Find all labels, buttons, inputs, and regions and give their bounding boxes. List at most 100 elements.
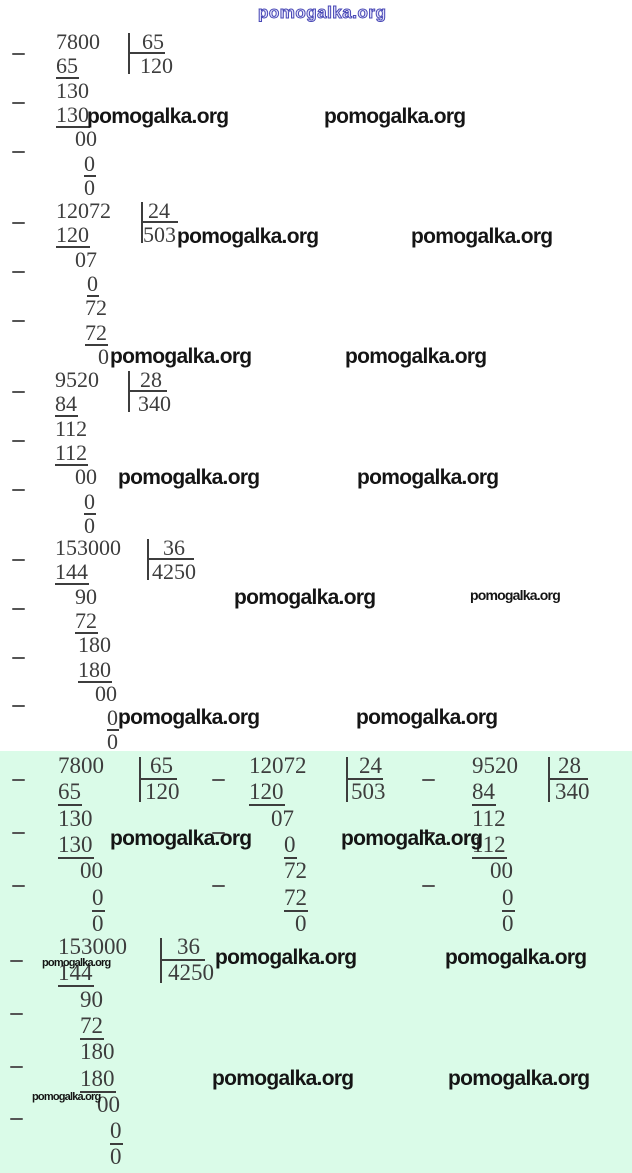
- division-number: 0: [84, 512, 95, 538]
- division-number: 9520: [55, 367, 99, 392]
- division-row: 112: [472, 832, 507, 859]
- division-row: 72: [80, 1013, 104, 1040]
- division-number: 90: [75, 583, 97, 609]
- division-row: 0: [502, 911, 515, 936]
- division-number: 07: [271, 805, 294, 831]
- division-row: 90: [80, 987, 104, 1012]
- green-highlight-section: [0, 751, 632, 1173]
- division-row: 0: [107, 730, 119, 753]
- division-row: 120: [249, 780, 285, 807]
- division-number: 0: [284, 831, 297, 859]
- minus-sign: [12, 270, 25, 273]
- division-row: 65: [58, 780, 82, 807]
- divisor-value: 65: [142, 29, 164, 54]
- minus-sign: [12, 319, 25, 322]
- site-watermark: pomogalka.org: [215, 946, 357, 969]
- division-number: 112: [55, 415, 88, 441]
- division-row: 0: [92, 910, 105, 936]
- division-number: 84: [55, 391, 78, 418]
- minus-sign: [10, 1118, 23, 1121]
- division-row: 112: [55, 417, 88, 440]
- minus-sign: [12, 488, 25, 491]
- division-row: 00: [490, 859, 514, 883]
- division-row: 0: [84, 152, 96, 177]
- divisor-value: 65: [150, 753, 173, 778]
- division-row: 0: [98, 345, 110, 368]
- division-number: 12072: [249, 753, 307, 778]
- minus-sign: [212, 831, 225, 834]
- quotient-value: 340: [138, 391, 171, 417]
- site-watermark: pomogalka.org: [445, 946, 587, 969]
- minus-sign: [12, 884, 25, 887]
- site-watermark: pomogalka.org: [411, 225, 553, 248]
- division-number: 84: [472, 779, 496, 807]
- division-row: 07: [75, 248, 98, 271]
- division-row: 153000: [58, 935, 128, 959]
- division-number: 0: [110, 1144, 122, 1170]
- minus-sign: [422, 779, 435, 782]
- site-watermark: pomogalka.org: [87, 105, 229, 128]
- division-number: 153000: [55, 535, 121, 560]
- division-number: 12072: [56, 198, 111, 223]
- division-row: 12072: [249, 754, 308, 778]
- division-row: 180: [78, 658, 112, 683]
- division-row: 130: [56, 103, 90, 128]
- quotient-line: [548, 778, 588, 781]
- division-number: 9520: [472, 753, 518, 778]
- division-row: 0: [84, 176, 96, 199]
- division-row: 180: [80, 1040, 116, 1064]
- divisor-value: 36: [163, 535, 185, 560]
- division-row: 130: [58, 832, 94, 859]
- division-number: 7800: [58, 753, 104, 778]
- division-number: 0: [98, 343, 109, 369]
- division-number: 0: [92, 910, 104, 936]
- site-watermark: pomogalka.org: [118, 466, 260, 489]
- division-row: 0: [84, 490, 96, 515]
- minus-sign: [212, 779, 225, 782]
- division-number: 72: [284, 884, 308, 912]
- site-watermark: pomogalka.org: [234, 586, 376, 609]
- division-number: 112: [472, 805, 506, 831]
- quotient-value: 503: [351, 779, 386, 805]
- division-row: 0: [92, 884, 105, 912]
- division-row: 0: [110, 1119, 123, 1146]
- division-number: 00: [75, 464, 97, 490]
- quotient-value: 120: [140, 53, 173, 79]
- division-row: 112: [55, 441, 89, 466]
- division-number: 07: [75, 246, 97, 272]
- division-row: 112: [472, 805, 507, 831]
- minus-sign: [10, 1065, 23, 1068]
- site-watermark: pomogalka.org: [448, 1067, 590, 1090]
- quotient-line: [128, 52, 165, 55]
- division-row: 84: [55, 391, 78, 418]
- division-row: 180: [78, 633, 112, 656]
- division-number: 0: [295, 910, 307, 936]
- minus-sign: [12, 559, 25, 562]
- division-number: 00: [80, 858, 103, 884]
- division-number: 0: [92, 884, 105, 912]
- division-row: 84: [472, 779, 496, 807]
- division-row: 0: [502, 885, 515, 912]
- division-row: 00: [80, 859, 104, 883]
- division-row: 72: [85, 296, 108, 319]
- division-row: 72: [85, 321, 108, 346]
- site-watermark: pomogalka.org: [324, 105, 466, 128]
- quotient-value: 4250: [152, 559, 196, 585]
- minus-sign: [12, 150, 25, 153]
- site-watermark: pomogalka.org: [341, 827, 483, 850]
- division-number: 7800: [56, 29, 100, 54]
- division-row: 72: [284, 859, 308, 883]
- division-number: 65: [56, 53, 79, 80]
- minus-sign: [12, 391, 25, 394]
- division-number: 153000: [58, 934, 127, 959]
- division-row: 0: [110, 1145, 123, 1169]
- division-row: 130: [58, 806, 94, 831]
- division-number: 0: [84, 150, 96, 177]
- division-number: 0: [84, 174, 95, 200]
- minus-sign: [12, 656, 25, 659]
- division-number: 0: [107, 729, 118, 755]
- minus-sign: [422, 831, 435, 834]
- division-number: 180: [78, 656, 112, 683]
- divisor-value: 28: [140, 367, 162, 392]
